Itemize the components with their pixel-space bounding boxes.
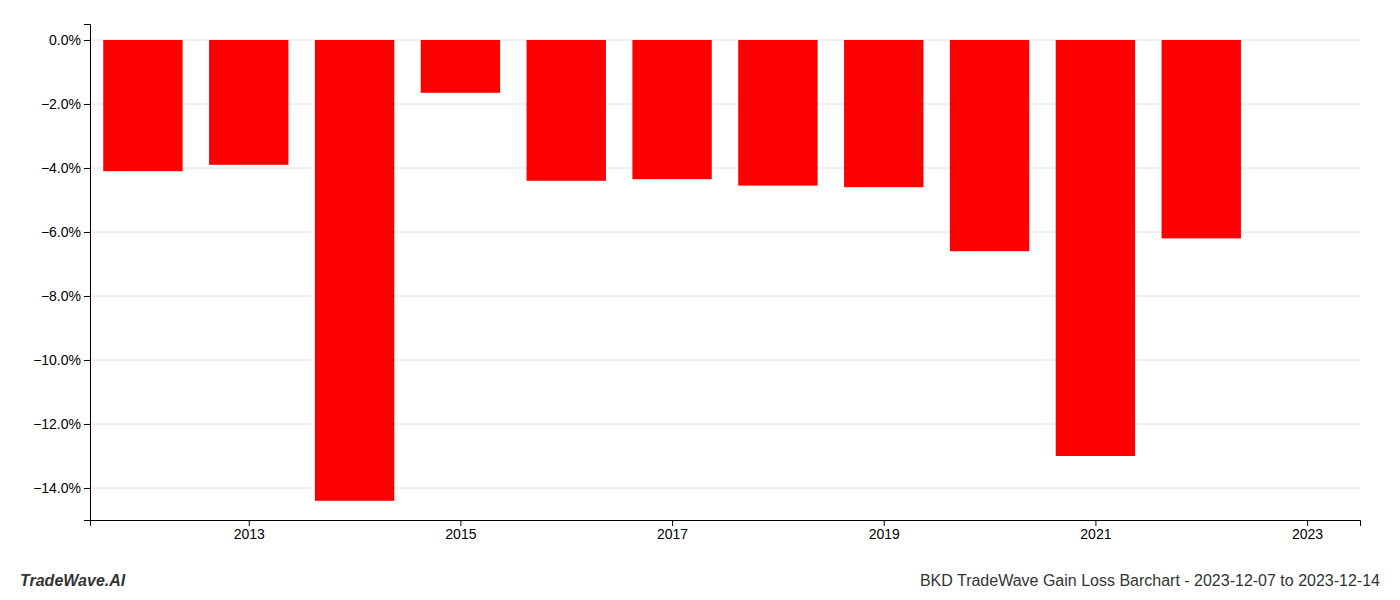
bar bbox=[315, 40, 394, 501]
y-axis: 0.0% −2.0% −4.0% −6.0% −8.0% −10.0% −12.0% −14.… bbox=[33, 25, 90, 521]
tick: −6.0% bbox=[41, 224, 90, 240]
grid-line bbox=[90, 424, 1360, 425]
tick-label: 2021 bbox=[1080, 526, 1111, 542]
bar bbox=[421, 40, 500, 93]
tick: 2017 bbox=[657, 520, 688, 542]
tick-mark bbox=[84, 296, 90, 297]
tick-label: −8.0% bbox=[41, 288, 81, 304]
tick: 2023 bbox=[1292, 520, 1323, 542]
annotation: TradeWave.AI bbox=[20, 572, 126, 589]
tick-label: −6.0% bbox=[41, 224, 81, 240]
grid bbox=[90, 40, 1360, 488]
bar bbox=[738, 40, 817, 186]
tick-label: 0.0% bbox=[49, 32, 81, 48]
tick-label: 2017 bbox=[657, 526, 688, 542]
chart: 2013 2015 2017 2019 2021 2023 0.0% −2.0% −4.0% −6… bbox=[0, 0, 1400, 600]
grid-line bbox=[90, 360, 1360, 361]
tick-label: −12.0% bbox=[33, 416, 81, 432]
tick-mark bbox=[84, 488, 90, 489]
tick: −8.0% bbox=[41, 288, 90, 304]
tick: −14.0% bbox=[33, 480, 90, 496]
tick: −12.0% bbox=[33, 416, 90, 432]
bars bbox=[103, 40, 1241, 501]
plot: 2013 2015 2017 2019 2021 2023 0.0% −2.0% −4.0% −6… bbox=[33, 25, 1360, 542]
tick-label: −4.0% bbox=[41, 160, 81, 176]
tick-mark bbox=[84, 424, 90, 425]
tick-mark bbox=[84, 104, 90, 105]
tick: −2.0% bbox=[41, 96, 90, 112]
tick-label: −14.0% bbox=[33, 480, 81, 496]
tick: 2021 bbox=[1080, 520, 1111, 542]
bar bbox=[527, 40, 606, 181]
tick: −10.0% bbox=[33, 352, 90, 368]
title: BKD TradeWave Gain Loss Barchart - 2023-… bbox=[920, 572, 1380, 589]
tick-mark bbox=[84, 360, 90, 361]
x-axis: 2013 2015 2017 2019 2021 2023 bbox=[91, 520, 1361, 542]
grid-line bbox=[90, 488, 1360, 489]
bar bbox=[950, 40, 1029, 251]
bar bbox=[1056, 40, 1135, 456]
tick-label: −10.0% bbox=[33, 352, 81, 368]
tick-mark bbox=[84, 40, 90, 41]
tick-label: 2015 bbox=[445, 526, 476, 542]
tick: −4.0% bbox=[41, 160, 90, 176]
tick-label: 2023 bbox=[1292, 526, 1323, 542]
tick: 2013 bbox=[234, 520, 265, 542]
tick: 2019 bbox=[869, 520, 900, 542]
tick-label: −2.0% bbox=[41, 96, 81, 112]
bar bbox=[209, 40, 288, 165]
tick-mark bbox=[84, 232, 90, 233]
axis-line bbox=[84, 25, 91, 521]
grid-line bbox=[90, 296, 1360, 297]
tick-label: 2019 bbox=[869, 526, 900, 542]
tick: 0.0% bbox=[49, 32, 90, 48]
axis-line bbox=[91, 521, 1361, 527]
bar bbox=[632, 40, 711, 179]
tick: 2015 bbox=[445, 520, 476, 542]
bar bbox=[103, 40, 182, 171]
bar bbox=[844, 40, 923, 187]
tick-label: 2013 bbox=[234, 526, 265, 542]
bar bbox=[1162, 40, 1241, 238]
tick-mark bbox=[84, 168, 90, 169]
